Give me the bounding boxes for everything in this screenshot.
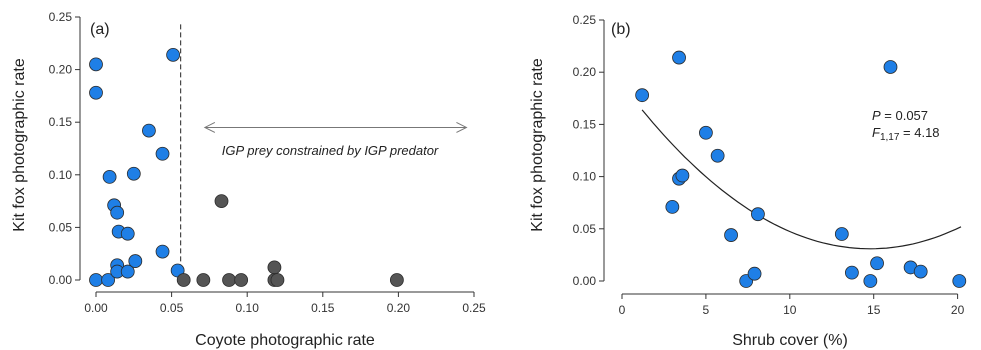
panel-a-x-tick-label: 0.20 (387, 301, 411, 315)
panel-a-y-tick-label: 0.15 (49, 115, 73, 129)
panel-a-data-point (389, 273, 404, 287)
panel-b-x-tick-label: 10 (783, 303, 797, 317)
panel-b-data-point (710, 148, 725, 163)
panel-b-y-tick-label: 0.05 (573, 222, 597, 236)
panel-a-data-point (89, 273, 103, 287)
panel-b-data-point (844, 265, 859, 280)
panel-a-x-tick-label: 0.15 (311, 301, 335, 315)
panel-b-data-point (883, 60, 898, 74)
panel-b-label: (b) (611, 21, 631, 38)
panel-b-data-point (672, 50, 686, 65)
panel-a-data-point (234, 273, 249, 287)
panel-b-f-statistic: F1,17 = 4.18 (872, 125, 940, 143)
panel-a-x-tick-label: 0.00 (84, 301, 108, 315)
panel-b-y-tick-label: 0.25 (573, 13, 597, 27)
panel-b-data-point (952, 274, 967, 288)
panel-a-data-point (110, 205, 125, 220)
panel-b-y-axis-label: Kit fox photographic rate (529, 58, 546, 232)
panel-a-arrowhead-right (456, 122, 468, 133)
panel-a-y-tick-label: 0.25 (49, 10, 73, 24)
panel-a-data-point (176, 273, 191, 287)
panel-a-label: (a) (90, 21, 110, 38)
panel-a-x-tick-label: 0.05 (160, 301, 184, 315)
panel-b-data-point (751, 207, 765, 222)
panel-a-data-point (120, 264, 135, 279)
panel-a-data-point (120, 226, 135, 241)
panel-b-y-tick-label: 0.20 (573, 65, 597, 79)
panel-a-y-tick-label: 0.05 (49, 220, 73, 234)
panel-b-data-point (913, 264, 928, 279)
panel-a-data-point (166, 47, 181, 62)
panel-b-data-point (863, 274, 878, 288)
panel-a-data-point (222, 273, 236, 287)
panel-a-data-point (155, 244, 170, 259)
panel-b-x-axis-label: Shrub cover (%) (732, 332, 848, 349)
panel-a-data-point (89, 85, 103, 100)
panel-b-fit-curve (641, 109, 962, 250)
panel-a-y-tick-label: 0.20 (49, 63, 73, 77)
panel-b-x-tick-label: 15 (867, 303, 881, 317)
panel-b-data-point (724, 228, 738, 242)
panel-b-data-point (699, 125, 713, 140)
panel-a-data-point (102, 170, 117, 184)
panel-a-data-point (214, 194, 229, 209)
panel-a-y-tick-label: 0.10 (49, 168, 73, 182)
panel-a-data-point (128, 254, 143, 268)
panel-a-x-tick-label: 0.10 (236, 301, 260, 315)
panel-a-annotation: IGP prey constrained by IGP predator (222, 143, 439, 158)
panel-b-x-tick-label: 20 (951, 303, 965, 317)
panel-a-data-point (89, 57, 103, 72)
panel-a-data-point (155, 146, 170, 161)
panel-a-arrowhead-left (203, 122, 216, 133)
panel-a-data-point (142, 123, 156, 138)
panel-b-data-point (870, 256, 884, 271)
panel-b-shrub: 0.00 0.05 0.10 0.15 0.20 0.25 0 5 10 15 20 (b) Shrub… (529, 13, 967, 349)
panel-b-y-tick-label: 0.00 (573, 274, 597, 288)
panel-a-y-tick-label: 0.00 (49, 273, 73, 287)
panel-a-data-point (126, 166, 141, 181)
panel-b-data-point (665, 199, 680, 214)
panel-b-y-tick-label: 0.15 (573, 117, 597, 131)
panel-b-data-point (635, 88, 650, 103)
panel-b-data-point (834, 227, 849, 241)
panel-b-x-tick-label: 5 (703, 303, 710, 317)
panel-a-coyote: 0.00 0.05 0.10 0.15 0.20 0.25 0.00 0.05 0.10 0.15… (11, 10, 486, 349)
panel-b-p-value: P = 0.057 (872, 108, 928, 123)
panel-b-x-tick-label: 0 (619, 303, 626, 317)
panel-a-data-point (101, 273, 115, 287)
panel-a-y-axis-label: Kit fox photographic rate (11, 58, 28, 232)
panel-a-data-point (270, 273, 285, 287)
panel-a-data-point (267, 260, 282, 275)
panel-a-x-axis-label: Coyote photographic rate (195, 332, 375, 349)
panel-a-data-point (196, 273, 211, 287)
panel-b-data-point (675, 168, 690, 183)
panel-b-y-tick-label: 0.10 (573, 170, 597, 184)
panel-b-data-point (747, 266, 762, 281)
panel-a-x-tick-label: 0.25 (462, 301, 486, 315)
